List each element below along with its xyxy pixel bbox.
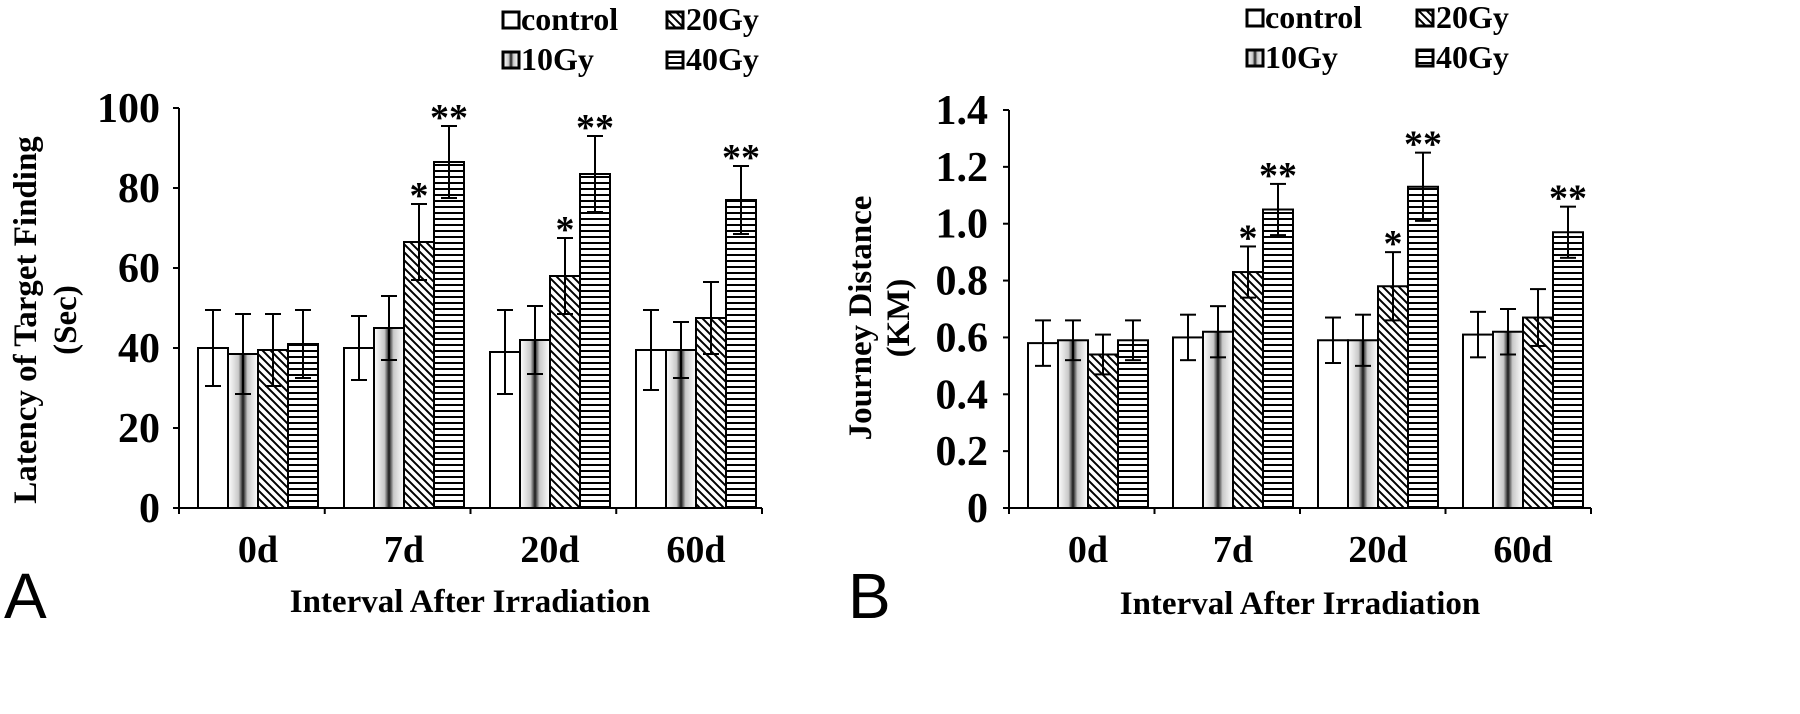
bar-40gy-7d (433, 161, 465, 509)
bar-40gy-60d (1552, 231, 1584, 509)
legend-b: control 10Gy 20Gy 40Gy (1245, 0, 1509, 75)
significance-mark: ** (1549, 178, 1587, 220)
x-tick-label: 7d (384, 529, 424, 571)
y-tick-label: 0 (967, 486, 988, 532)
legend-swatch-control (501, 10, 521, 30)
y-tick-label: 0.6 (936, 315, 989, 361)
legend-label-20gy: 20Gy (686, 1, 759, 37)
panel-label-b: B (848, 560, 891, 632)
x-tick-label: 7d (1213, 529, 1253, 571)
x-tick-label: 20d (520, 529, 579, 571)
y-tick-label: 0.8 (936, 259, 989, 305)
y-tick-label: 1.0 (936, 202, 989, 248)
x-tick-label: 20d (1348, 529, 1407, 571)
legend-label-control: control (1265, 0, 1362, 35)
y-axis-title-a: Latency of Target Finding (8, 136, 44, 504)
legend-a: control 10Gy 20Gy 40Gy (501, 1, 759, 77)
y-tick-label: 0.4 (936, 372, 989, 418)
significance-mark: ** (722, 137, 760, 179)
y-tick-label: 60 (118, 246, 160, 292)
y-tick-label: 100 (97, 86, 160, 132)
significance-mark: * (410, 175, 429, 217)
y-tick-label: 0 (139, 486, 160, 532)
panel-label-a: A (4, 560, 47, 632)
legend-label-10gy: 10Gy (521, 41, 594, 77)
y-axis-unit-a: (Sec) (48, 285, 84, 355)
significance-mark: * (556, 209, 575, 251)
legend-swatch-20gy (665, 10, 685, 30)
legend-swatch-10gy (1245, 48, 1265, 68)
x-axis-title-b: Interval After Irradiation (1120, 586, 1481, 622)
bar-20gy-7d (1232, 271, 1264, 509)
legend-label-40gy: 40Gy (1436, 39, 1509, 75)
x-tick-label: 60d (666, 529, 725, 571)
legend-label-40gy: 40Gy (686, 41, 759, 77)
bar-10gy-7d (1202, 330, 1234, 509)
legend-swatch-20gy (1415, 8, 1435, 28)
x-tick-label: 60d (1493, 529, 1552, 571)
significance-mark: * (1384, 223, 1403, 265)
y-axis-title-b: Journey Distance (843, 196, 879, 441)
bar-40gy-20d (579, 173, 611, 509)
y-tick-label: 20 (118, 406, 160, 452)
bar-40gy-20d (1407, 185, 1439, 509)
x-axis-title-a: Interval After Irradiation (290, 584, 651, 620)
bar-40gy-7d (1262, 208, 1294, 509)
significance-mark: * (1239, 217, 1258, 259)
bar-10gy-60d (1492, 330, 1524, 509)
legend-label-10gy: 10Gy (1265, 39, 1338, 75)
significance-mark: ** (576, 107, 614, 149)
bar-10gy-0d (1057, 339, 1089, 509)
bar-control-20d (1317, 339, 1349, 509)
panel-b: control 10Gy 20Gy 40Gy Journey Distance … (843, 0, 1592, 632)
y-tick-label: 80 (118, 166, 160, 212)
legend-label-control: control (521, 1, 618, 37)
plot-area-b: 00.20.40.60.81.01.21.40d***7d***20d**60d (936, 88, 1592, 571)
bar-control-0d (1027, 342, 1059, 509)
y-tick-label: 40 (118, 326, 160, 372)
bar-20gy-0d (1087, 353, 1119, 509)
x-tick-label: 0d (1068, 529, 1108, 571)
significance-mark: ** (1404, 124, 1442, 166)
significance-mark: ** (1259, 155, 1297, 197)
significance-mark: ** (430, 97, 468, 139)
y-axis-unit-b: (KM) (881, 279, 917, 358)
bar-20gy-7d (403, 241, 435, 509)
legend-swatch-40gy (665, 50, 685, 70)
bar-20gy-20d (1377, 285, 1409, 509)
y-tick-label: 1.4 (936, 88, 989, 134)
legend-swatch-40gy (1415, 48, 1435, 68)
bar-control-7d (1172, 336, 1204, 509)
bar-40gy-0d (1117, 339, 1149, 509)
panel-a: control 10Gy 20Gy 40Gy Latency of Target… (4, 1, 763, 632)
y-tick-label: 1.2 (936, 145, 989, 191)
y-tick-label: 0.2 (936, 429, 989, 475)
legend-swatch-control (1245, 8, 1265, 28)
legend-swatch-10gy (501, 50, 521, 70)
bar-control-60d (1462, 333, 1494, 510)
bar-40gy-60d (725, 199, 757, 509)
legend-label-20gy: 20Gy (1436, 0, 1509, 35)
x-tick-label: 0d (238, 529, 278, 571)
